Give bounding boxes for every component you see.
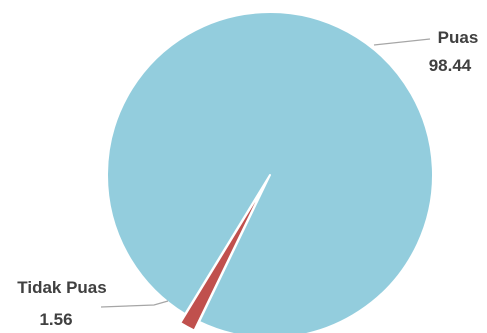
label-group-tidak-puas: Tidak Puas 1.56 bbox=[17, 278, 169, 329]
pie-slices bbox=[106, 11, 434, 333]
pie-slice-tidak-puas bbox=[179, 182, 267, 332]
leader-line-puas bbox=[373, 38, 431, 46]
pie-slice-puas bbox=[106, 11, 434, 333]
slice-value-puas: 98.44 bbox=[429, 56, 472, 75]
slice-label-puas: Puas bbox=[438, 28, 479, 47]
label-group-puas: Puas 98.44 bbox=[373, 28, 479, 75]
slice-value-tidak-puas: 1.56 bbox=[39, 310, 72, 329]
slice-label-tidak-puas: Tidak Puas bbox=[17, 278, 106, 297]
leader-line-tidak-puas bbox=[100, 300, 169, 308]
